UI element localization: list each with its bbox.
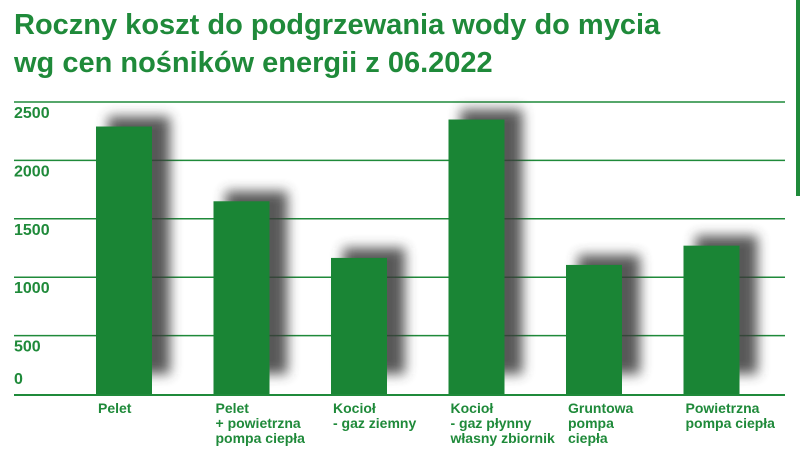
y-tick-label: 2500 xyxy=(14,105,50,122)
x-category-label-line: własny zbiornik xyxy=(450,430,555,446)
x-category-label-line: pompa ciepła xyxy=(215,430,305,446)
x-category-label: Powietrzna pompa ciepła xyxy=(686,401,775,431)
y-tick-label: 2000 xyxy=(14,163,50,180)
chart-title-line-1: Roczny koszt do podgrzewania wody do myc… xyxy=(14,9,661,41)
x-category-label-line: ciepła xyxy=(568,430,608,446)
chart-title-line-2: wg cen nośników energii z 06.2022 xyxy=(14,47,493,79)
x-category-label-line: Pelet xyxy=(98,400,132,416)
x-category-label-line: + powietrzna xyxy=(215,415,301,431)
bar xyxy=(213,201,270,394)
x-category-label: Pelet + powietrzna pompa ciepła xyxy=(216,401,305,446)
x-category-label-line: pompa xyxy=(568,415,614,431)
x-category-label: Kocioł - gaz ziemny xyxy=(333,401,416,431)
y-tick-label: 0 xyxy=(14,371,23,388)
bar xyxy=(566,264,622,394)
x-category-label-line: - gaz ziemny xyxy=(333,415,417,431)
y-axis-ticks: 0 500 1000 1500 2000 2500 xyxy=(14,105,50,388)
x-category-label: Gruntowa pompa ciepła xyxy=(568,401,633,446)
x-category-label-line: Kocioł xyxy=(450,400,494,416)
x-category-label-line: - gaz płynny xyxy=(450,415,532,431)
x-category-label-line: Powietrzna xyxy=(685,400,760,416)
bar xyxy=(331,257,387,394)
chart-title: Roczny koszt do podgrzewania wody do myc… xyxy=(14,6,660,82)
x-category-label-line: Gruntowa xyxy=(568,400,634,416)
y-tick-label: 1000 xyxy=(14,280,50,297)
bar xyxy=(96,126,152,394)
y-tick-label: 1500 xyxy=(14,222,50,239)
bars xyxy=(96,119,740,395)
x-category-label: Pelet xyxy=(98,401,131,416)
bar-shadows xyxy=(108,109,758,375)
x-category-label-line: pompa ciepła xyxy=(685,415,775,431)
right-accent-bar xyxy=(796,0,800,196)
x-category-label-line: Kocioł xyxy=(333,400,376,416)
bar xyxy=(683,245,740,394)
bar xyxy=(448,119,505,395)
x-category-label-line: Pelet xyxy=(215,400,249,416)
y-tick-label: 500 xyxy=(14,339,41,356)
x-category-label: Kocioł - gaz płynny własny zbiornik xyxy=(451,401,555,446)
